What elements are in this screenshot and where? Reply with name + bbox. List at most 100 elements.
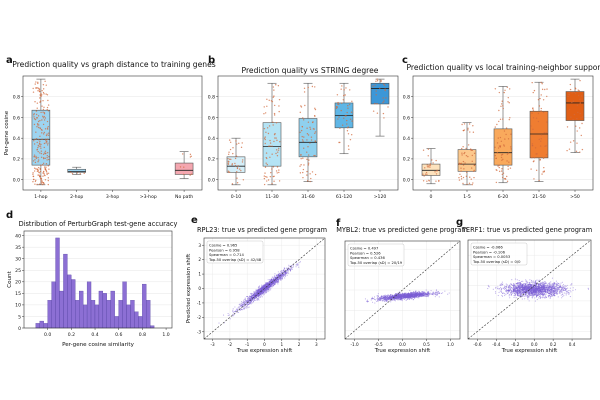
scatter-point [292,265,294,267]
data-point [276,166,279,168]
scatter-point [376,300,378,303]
data-point [494,88,497,90]
data-point [40,150,43,152]
data-point [472,131,475,133]
x-tick-label: 1-5 [463,194,471,200]
x-tick-label: 6-20 [498,194,509,200]
data-point [189,156,192,158]
scatter-point [406,298,409,300]
data-point [83,172,85,175]
data-point [539,145,542,147]
data-point [436,169,438,172]
scatter-point [410,291,412,293]
scatter-point [292,266,294,269]
scatter-point [236,308,238,310]
data-point [306,133,309,135]
scatter-point [277,280,279,283]
data-point [266,157,268,160]
scatter-point [377,293,379,295]
scatter-point [501,291,503,293]
scatter-point [406,293,408,295]
scatter-point [562,291,564,293]
data-point [341,124,344,126]
scatter-point [255,296,257,298]
data-point [500,156,503,159]
scatter-point [512,287,514,289]
scatter-point [565,289,567,291]
data-point [306,139,308,141]
data-point [469,176,471,178]
data-point [498,166,500,169]
x-tick-label: 2-hop [70,194,83,200]
data-point [45,166,47,168]
histogram-bar [134,311,139,329]
box-0 [421,163,441,176]
data-point [302,117,304,119]
data-point [508,161,510,163]
data-point [507,168,509,170]
data-point [462,176,465,179]
scatter-point [560,294,562,296]
data-point [275,137,277,139]
scatter-point [570,284,572,286]
data-point [37,90,39,92]
y-tick-label: 0.6 [13,115,20,121]
scatter-point [548,295,551,297]
data-point [42,171,45,173]
x-tick-label: -0.5 [374,342,383,347]
scatter-point [536,279,538,281]
scatter-point [384,296,386,298]
scatter-point [430,290,432,292]
data-point [266,163,268,166]
x-tick-label: 0.8 [139,332,146,338]
scatter-point [275,276,277,278]
data-point [45,139,47,141]
scatter-point [371,297,373,300]
scatter-point [283,270,285,272]
x-tick-label: 0 [263,342,266,347]
scatter-point [434,293,436,295]
scatter-point [385,298,388,300]
data-point [385,97,387,99]
data-point [44,169,47,171]
scatter-point [280,272,282,274]
data-point [45,138,47,140]
scatter-point [434,291,436,293]
data-point [338,116,340,118]
scatter-point [564,284,566,286]
data-point [45,142,47,144]
scatter-point [261,289,264,291]
y-tick-label: 0.0 [403,177,410,183]
scatter-point [429,293,431,295]
scatter-point [414,291,416,294]
scatter-point [386,298,389,300]
data-point [41,183,44,186]
data-point [309,126,311,129]
scatter-point [502,292,504,294]
data-point [266,176,268,178]
scatter-point [410,298,413,300]
data-point [510,148,512,150]
histogram-bar [150,325,155,329]
scatter-point [403,295,405,297]
data-point [541,82,543,85]
data-point [349,89,351,91]
data-point [343,89,345,91]
scatter-point [423,292,425,294]
scatter-point [432,291,434,293]
identity-line [344,240,461,340]
scatter-point [552,292,554,294]
scatter-point [247,307,249,309]
data-point [568,93,570,96]
data-point [573,113,576,116]
data-point [35,137,38,140]
scatter-point [277,274,279,276]
y-tick-label: 0.4 [208,136,215,142]
scatter-point [534,282,536,284]
data-point [273,112,276,115]
data-point [265,162,267,164]
scatter-point [413,295,416,297]
data-point [309,142,311,144]
